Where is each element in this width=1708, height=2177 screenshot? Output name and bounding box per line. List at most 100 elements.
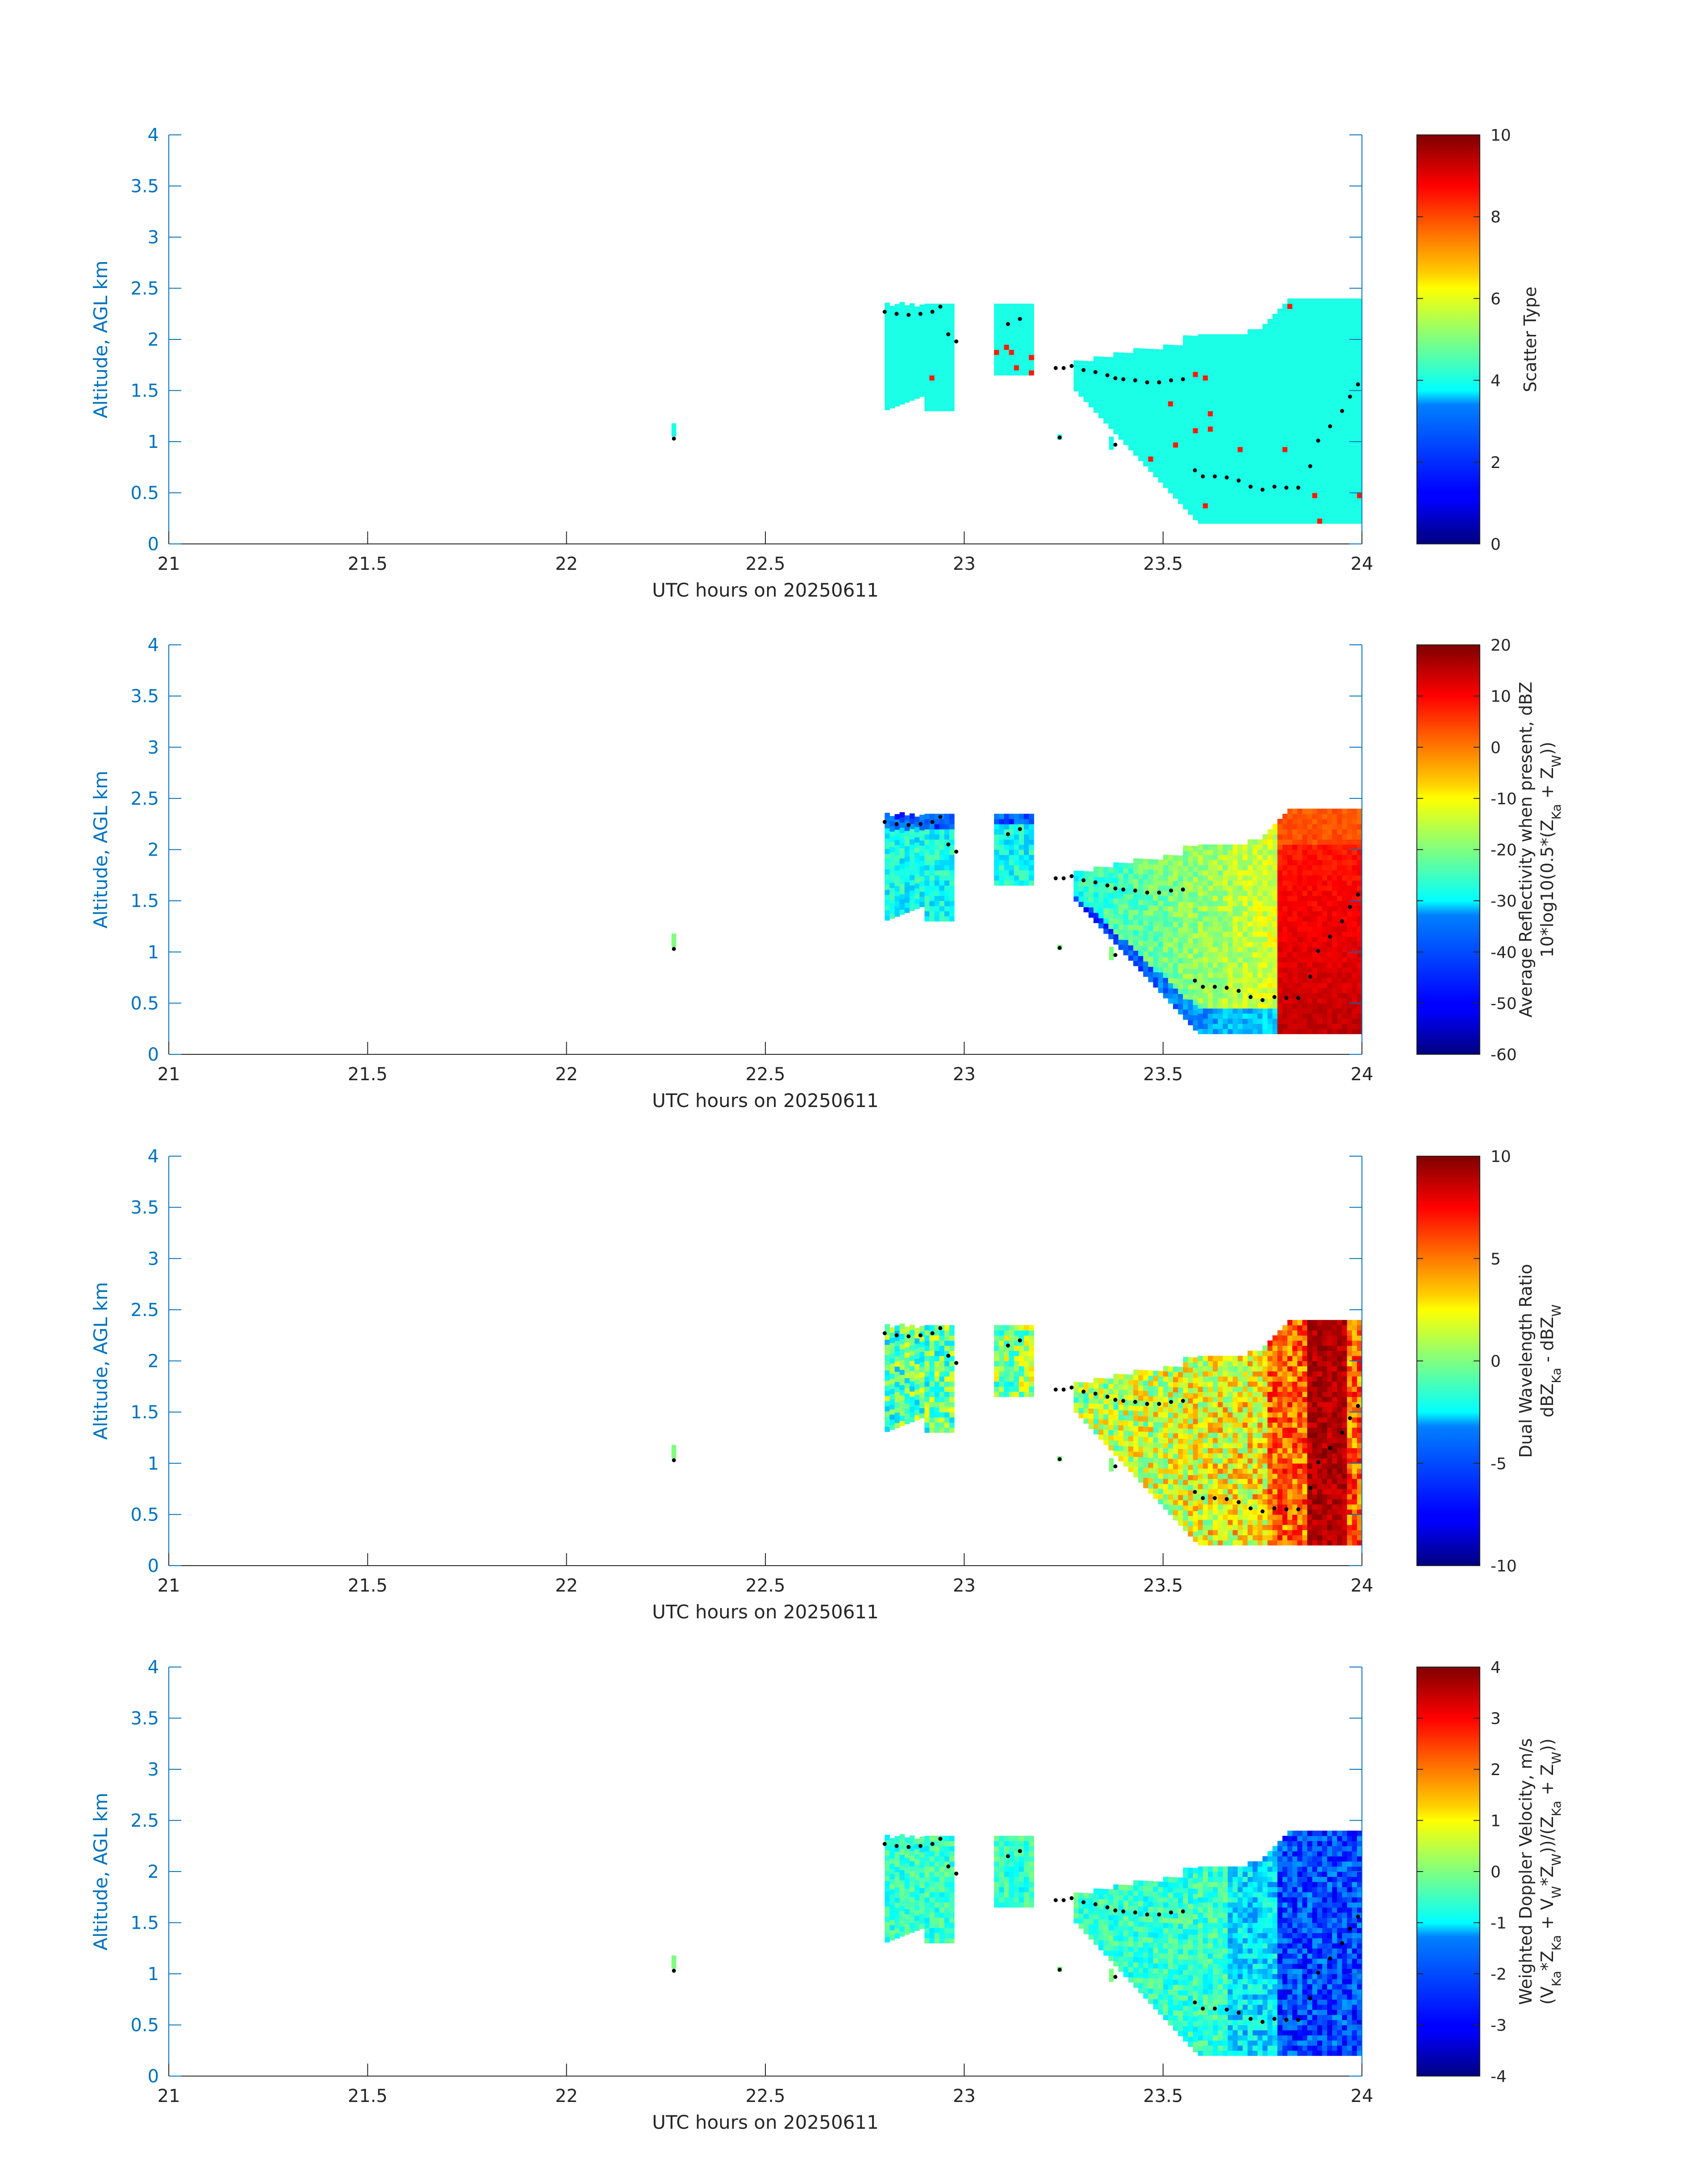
heatmap-cell xyxy=(1148,864,1153,870)
heatmap-cell xyxy=(1312,890,1318,896)
heatmap-cell xyxy=(1218,921,1223,927)
heatmap-cell xyxy=(1218,390,1223,396)
heatmap-cell xyxy=(1307,416,1313,422)
heatmap-cell xyxy=(1183,978,1188,984)
heatmap-cell xyxy=(1322,982,1328,988)
heatmap-cell xyxy=(1168,993,1173,999)
colorbar-tick-label: -20 xyxy=(1491,841,1517,860)
heatmap-cell xyxy=(885,833,890,839)
heatmap-cell xyxy=(944,829,950,835)
heatmap-cell xyxy=(1218,401,1223,406)
heatmap-cell xyxy=(885,369,890,375)
heatmap-cell xyxy=(949,303,955,309)
heatmap-cell xyxy=(1287,472,1293,478)
heatmap-cell xyxy=(1317,972,1323,978)
heatmap-cell xyxy=(1118,929,1124,935)
heatmap-cell xyxy=(1337,467,1342,473)
heatmap-cell xyxy=(1257,870,1263,876)
heatmap-cell xyxy=(1228,436,1233,442)
heatmap-cell xyxy=(1357,298,1362,304)
heatmap-cell xyxy=(1297,488,1303,493)
heatmap-cell xyxy=(885,348,890,354)
heatmap-cell xyxy=(1232,901,1238,907)
heatmap-cell xyxy=(1108,393,1114,398)
y-tick-label: 2 xyxy=(148,840,159,861)
heatmap-cell xyxy=(1287,1003,1293,1009)
heatmap-cell xyxy=(1297,324,1303,330)
heatmap-cell xyxy=(1148,895,1153,901)
heatmap-cell xyxy=(1267,508,1273,514)
heatmap-cell xyxy=(1173,881,1178,886)
heatmap-cell xyxy=(1178,437,1183,443)
colorbar-label: Average Reflectivity when present, dBZ xyxy=(1516,682,1536,1018)
heatmap-cell xyxy=(1223,349,1228,355)
heatmap-cell xyxy=(1322,447,1328,452)
heatmap-cell xyxy=(924,1330,930,1336)
heatmap-cell xyxy=(1153,410,1159,416)
heatmap-cell xyxy=(1342,998,1348,1003)
heatmap-cell xyxy=(1253,875,1258,881)
heatmap-cell xyxy=(1108,923,1114,929)
heatmap-cell xyxy=(1257,972,1263,978)
heatmap-cell xyxy=(889,1388,895,1394)
heatmap-cell xyxy=(1262,339,1268,345)
heatmap-cell xyxy=(1188,882,1193,887)
heatmap-cell xyxy=(1163,401,1169,406)
heatmap-cell xyxy=(1282,488,1288,493)
heatmap-cell xyxy=(1198,498,1203,504)
heatmap-cell xyxy=(1242,875,1248,881)
heatmap-cell xyxy=(944,1407,950,1412)
heatmap-cell xyxy=(904,341,910,347)
heatmap-cell xyxy=(1312,1003,1318,1009)
heatmap-cell xyxy=(934,313,940,319)
heatmap-cell xyxy=(1218,518,1223,524)
heatmap-cell xyxy=(894,860,900,866)
heatmap-cell xyxy=(949,349,955,355)
heatmap-cell xyxy=(899,302,905,308)
heatmap-cell xyxy=(1327,901,1332,907)
heatmap-cell xyxy=(1307,957,1313,963)
heatmap-cell xyxy=(1203,916,1208,922)
heatmap-cell xyxy=(1207,344,1213,350)
heatmap-cell xyxy=(1173,962,1178,968)
heatmap-cell xyxy=(939,365,945,371)
heatmap-cell xyxy=(1228,498,1233,504)
heatmap-cell xyxy=(1253,860,1258,865)
heatmap-cell xyxy=(999,849,1004,855)
heatmap-cell xyxy=(1232,416,1238,422)
heatmap-cell xyxy=(1207,967,1213,973)
heatmap-cell xyxy=(1247,431,1253,437)
heatmap-cell xyxy=(1173,968,1178,974)
heatmap-cell xyxy=(949,365,955,371)
heatmap-cell xyxy=(894,896,900,902)
heatmap-cell xyxy=(1218,890,1223,896)
heatmap-cell xyxy=(1158,880,1164,886)
heatmap-cell xyxy=(1188,376,1193,382)
heatmap-cell xyxy=(1223,421,1228,427)
heatmap-cell xyxy=(1143,410,1148,416)
heatmap-cell xyxy=(1337,436,1342,442)
heatmap-cell xyxy=(1203,477,1208,483)
heatmap-cell xyxy=(1148,446,1153,451)
heatmap-cell xyxy=(1247,493,1253,498)
heatmap-cell xyxy=(1337,451,1342,457)
heatmap-cell xyxy=(919,1362,925,1367)
heatmap-cell xyxy=(1093,397,1099,403)
heatmap-cell xyxy=(1173,901,1178,907)
heatmap-cell xyxy=(1118,414,1124,419)
heatmap-cell xyxy=(1253,967,1258,973)
heatmap-cell xyxy=(1148,420,1153,426)
heatmap-cell xyxy=(1297,947,1303,953)
heatmap-cell xyxy=(1193,422,1199,428)
heatmap-cell xyxy=(885,374,890,380)
heatmap-cell xyxy=(1337,339,1342,345)
heatmap-cell xyxy=(1342,957,1348,963)
heatmap-cell xyxy=(1168,952,1173,958)
heatmap-cell xyxy=(899,1375,905,1380)
heatmap-cell xyxy=(1198,1024,1203,1029)
heatmap-cell xyxy=(1188,969,1193,974)
heatmap-cell xyxy=(1337,498,1342,504)
heatmap-cell xyxy=(1312,313,1318,319)
heatmap-cell xyxy=(889,1383,895,1389)
heatmap-cell xyxy=(889,316,895,322)
